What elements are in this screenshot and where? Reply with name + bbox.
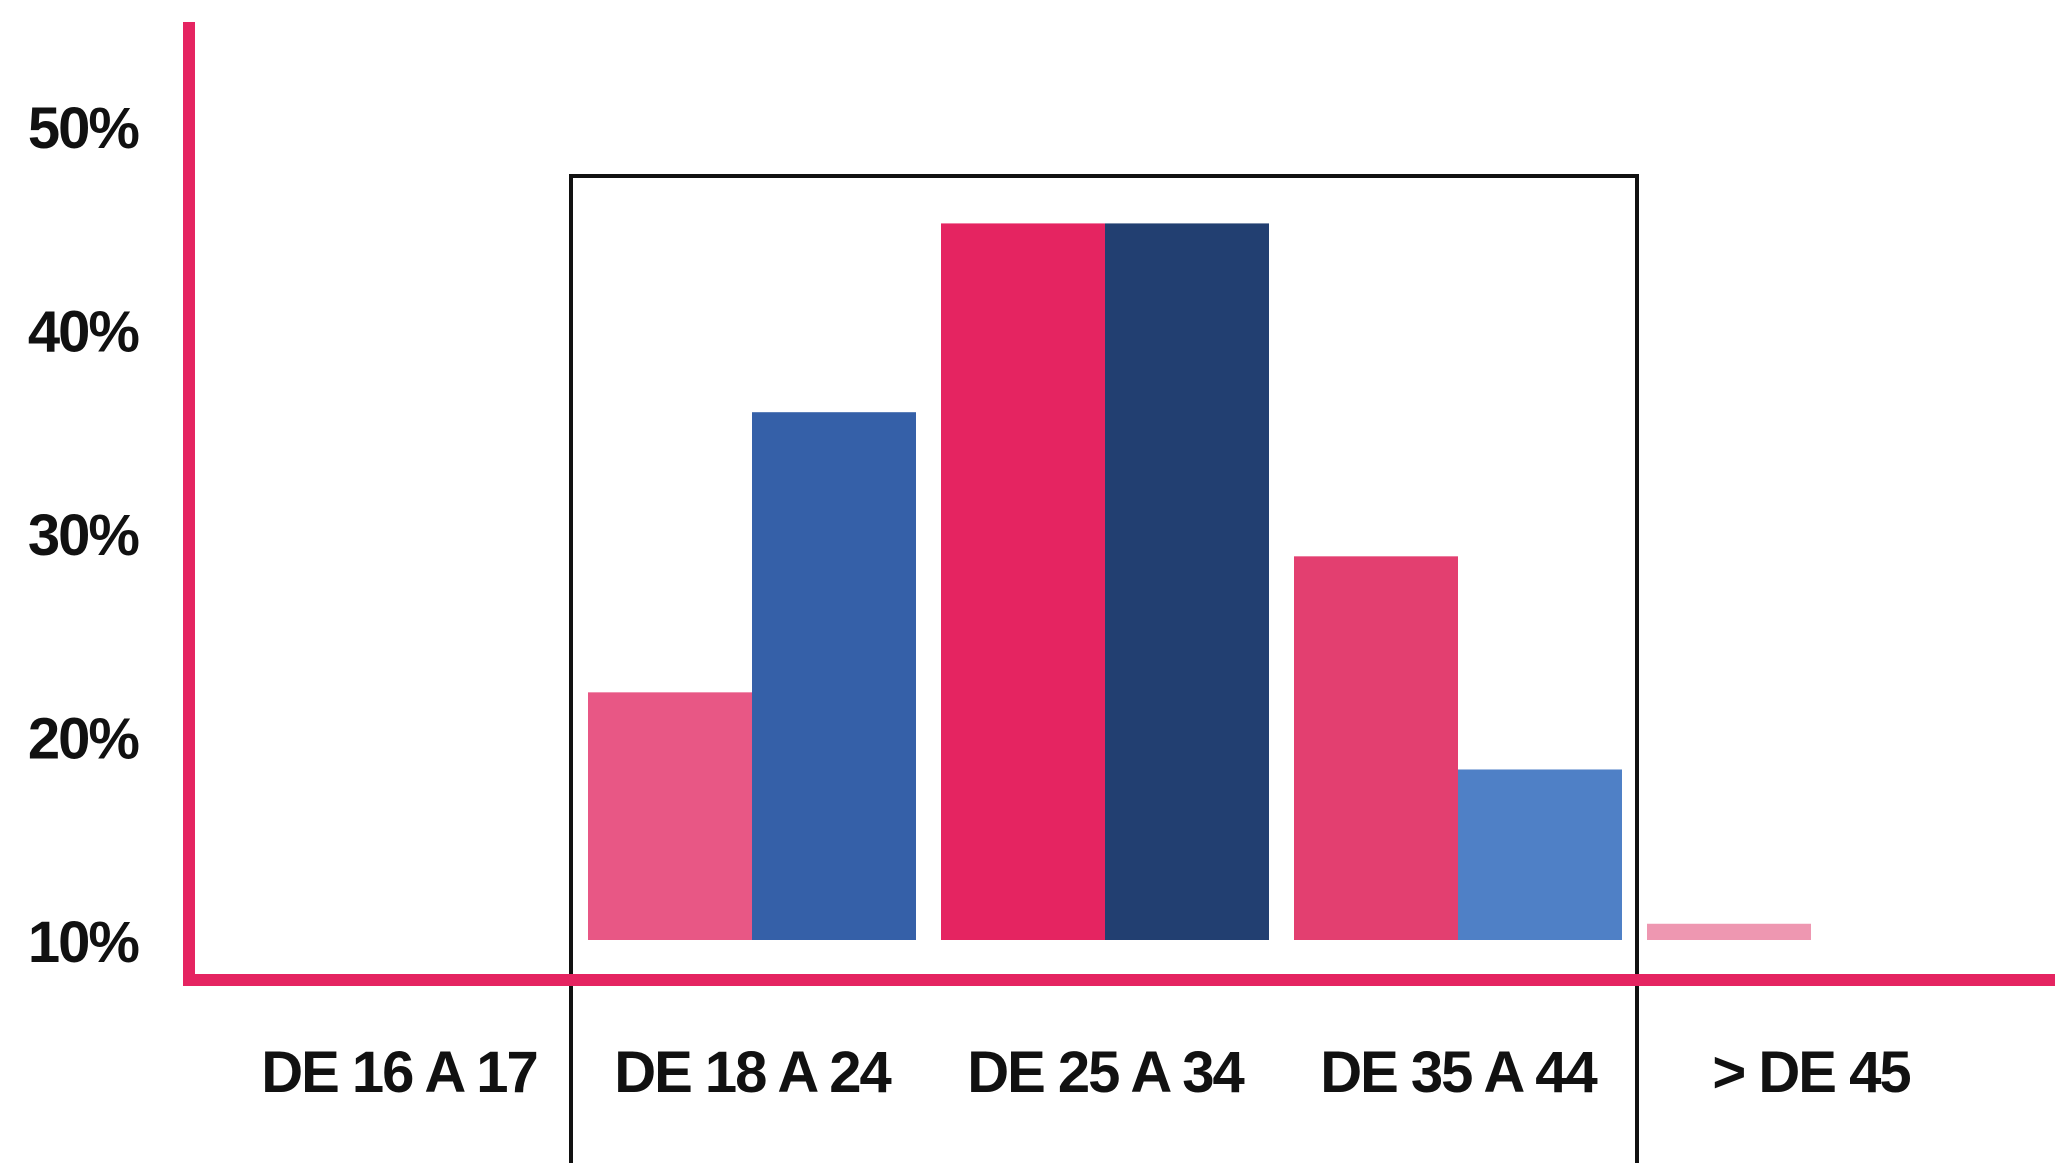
y-tick-label: 40% [28,300,140,365]
y-tick-labels: 10% 20% 30% 40% 50% [28,96,142,975]
x-category-labels: DE 16 A 17 DE 18 A 24 DE 25 A 34 DE 35 A 44… [261,1040,1912,1105]
y-tick-label: 30% [28,503,140,568]
bars-group [588,223,1811,940]
bar-1-series-0 [588,692,752,940]
y-tick-label: 10% [28,910,140,975]
x-category-label: > DE 45 [1712,1040,1910,1105]
bar-3-series-1 [1458,769,1622,940]
highlight-box [569,174,1639,1163]
x-category-label: DE 35 A 44 [1320,1040,1597,1105]
bar-4-series-0 [1647,923,1811,940]
x-category-label: DE 16 A 17 [261,1040,537,1105]
y-tick-label: 20% [28,707,140,772]
bar-3-series-0 [1294,556,1458,940]
x-category-label: DE 25 A 34 [967,1040,1244,1105]
bar-2-series-1 [1105,223,1269,940]
y-tick-label: 50% [28,96,140,161]
x-category-label: DE 18 A 24 [614,1040,891,1105]
bar-2-series-0 [941,223,1105,940]
bar-1-series-1 [752,412,916,940]
